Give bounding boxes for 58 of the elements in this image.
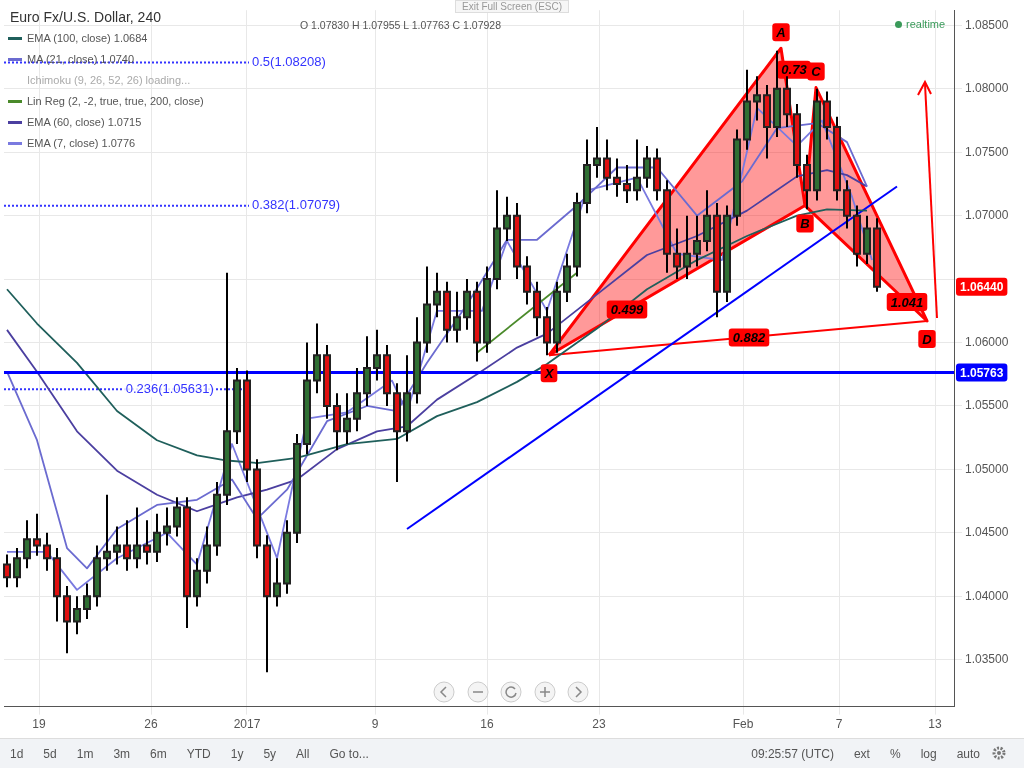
text: 09:25:57 (UTC)	[750, 747, 835, 761]
y-tick-label: 1.04500	[965, 525, 1009, 540]
x-tick-label: 26	[144, 717, 158, 732]
y-tick-label: 1.04000	[965, 588, 1009, 603]
text: YTD	[185, 747, 212, 761]
annotation: Ichimoku (9, 26, 52, 26) loading...	[26, 73, 192, 88]
legend-label: MA (21, close) 1.0740	[27, 52, 135, 67]
annotation: realtime	[905, 18, 946, 30]
annotation: 1.041	[890, 294, 924, 310]
legend-label: EMA (60, close) 1.0715	[27, 115, 142, 130]
annotation: 0.5(1.08208)	[252, 54, 326, 70]
annotation: B	[800, 216, 810, 232]
x-tick-label: 2017	[233, 717, 261, 732]
text: 1d	[9, 747, 25, 761]
annotation: A	[775, 24, 786, 40]
text: 1.06440	[959, 280, 1004, 295]
y-tick-label: 1.07500	[965, 144, 1009, 159]
text: %	[888, 747, 902, 761]
x-tick-label: Feb	[732, 717, 754, 732]
ref-line-label: 1.05763	[959, 365, 1004, 380]
legend-label: EMA (100, close) 1.0684	[27, 31, 148, 46]
text: auto	[955, 747, 981, 761]
annotation: 0.499	[610, 302, 645, 318]
text: All	[295, 747, 311, 761]
text: Go to...	[328, 747, 370, 761]
legend-label: Lin Reg (2, -2, true, true, 200, close)	[27, 94, 204, 109]
annotation: C	[811, 64, 822, 80]
y-tick-label: 1.03500	[965, 651, 1009, 666]
annotation: 0.882	[732, 330, 767, 346]
text: 1m	[75, 747, 95, 761]
y-tick-label: 1.05500	[965, 398, 1009, 413]
text: 6m	[149, 747, 168, 761]
y-tick-label: 1.08000	[965, 81, 1009, 96]
x-tick-label: 7	[835, 717, 843, 732]
x-tick-label: 16	[480, 717, 494, 732]
x-tick-label: 23	[592, 717, 606, 732]
text: 5y	[262, 747, 278, 761]
x-tick-label: 9	[371, 717, 379, 732]
x-tick-label: 13	[928, 717, 942, 732]
y-tick-label: 1.07000	[965, 208, 1009, 223]
annotation: D	[922, 331, 933, 347]
legend-label: EMA (7, close) 1.0776	[27, 136, 136, 151]
x-tick-label: 19	[32, 717, 46, 732]
y-tick-label: 1.08500	[965, 17, 1009, 32]
y-tick-label: 1.05000	[965, 461, 1009, 476]
text: 3m	[112, 747, 132, 761]
text: ext	[852, 747, 871, 761]
text: 1y	[229, 747, 245, 761]
text: O 1.07830 H 1.07955 L 1.07763 C 1.07928	[300, 19, 502, 31]
annotation: 0.236(1.05631)	[125, 380, 214, 396]
text: log	[919, 747, 938, 761]
chart-title: Euro Fx/U.S. Dollar, 240	[10, 9, 161, 25]
y-tick-label: 1.06000	[965, 334, 1009, 349]
text: 5d	[42, 747, 58, 761]
annotation: X	[543, 365, 555, 381]
annotation: 0.73	[781, 62, 808, 78]
annotation: 0.382(1.07079)	[252, 197, 341, 213]
annotation: Exit Full Screen (ESC)	[455, 0, 570, 13]
